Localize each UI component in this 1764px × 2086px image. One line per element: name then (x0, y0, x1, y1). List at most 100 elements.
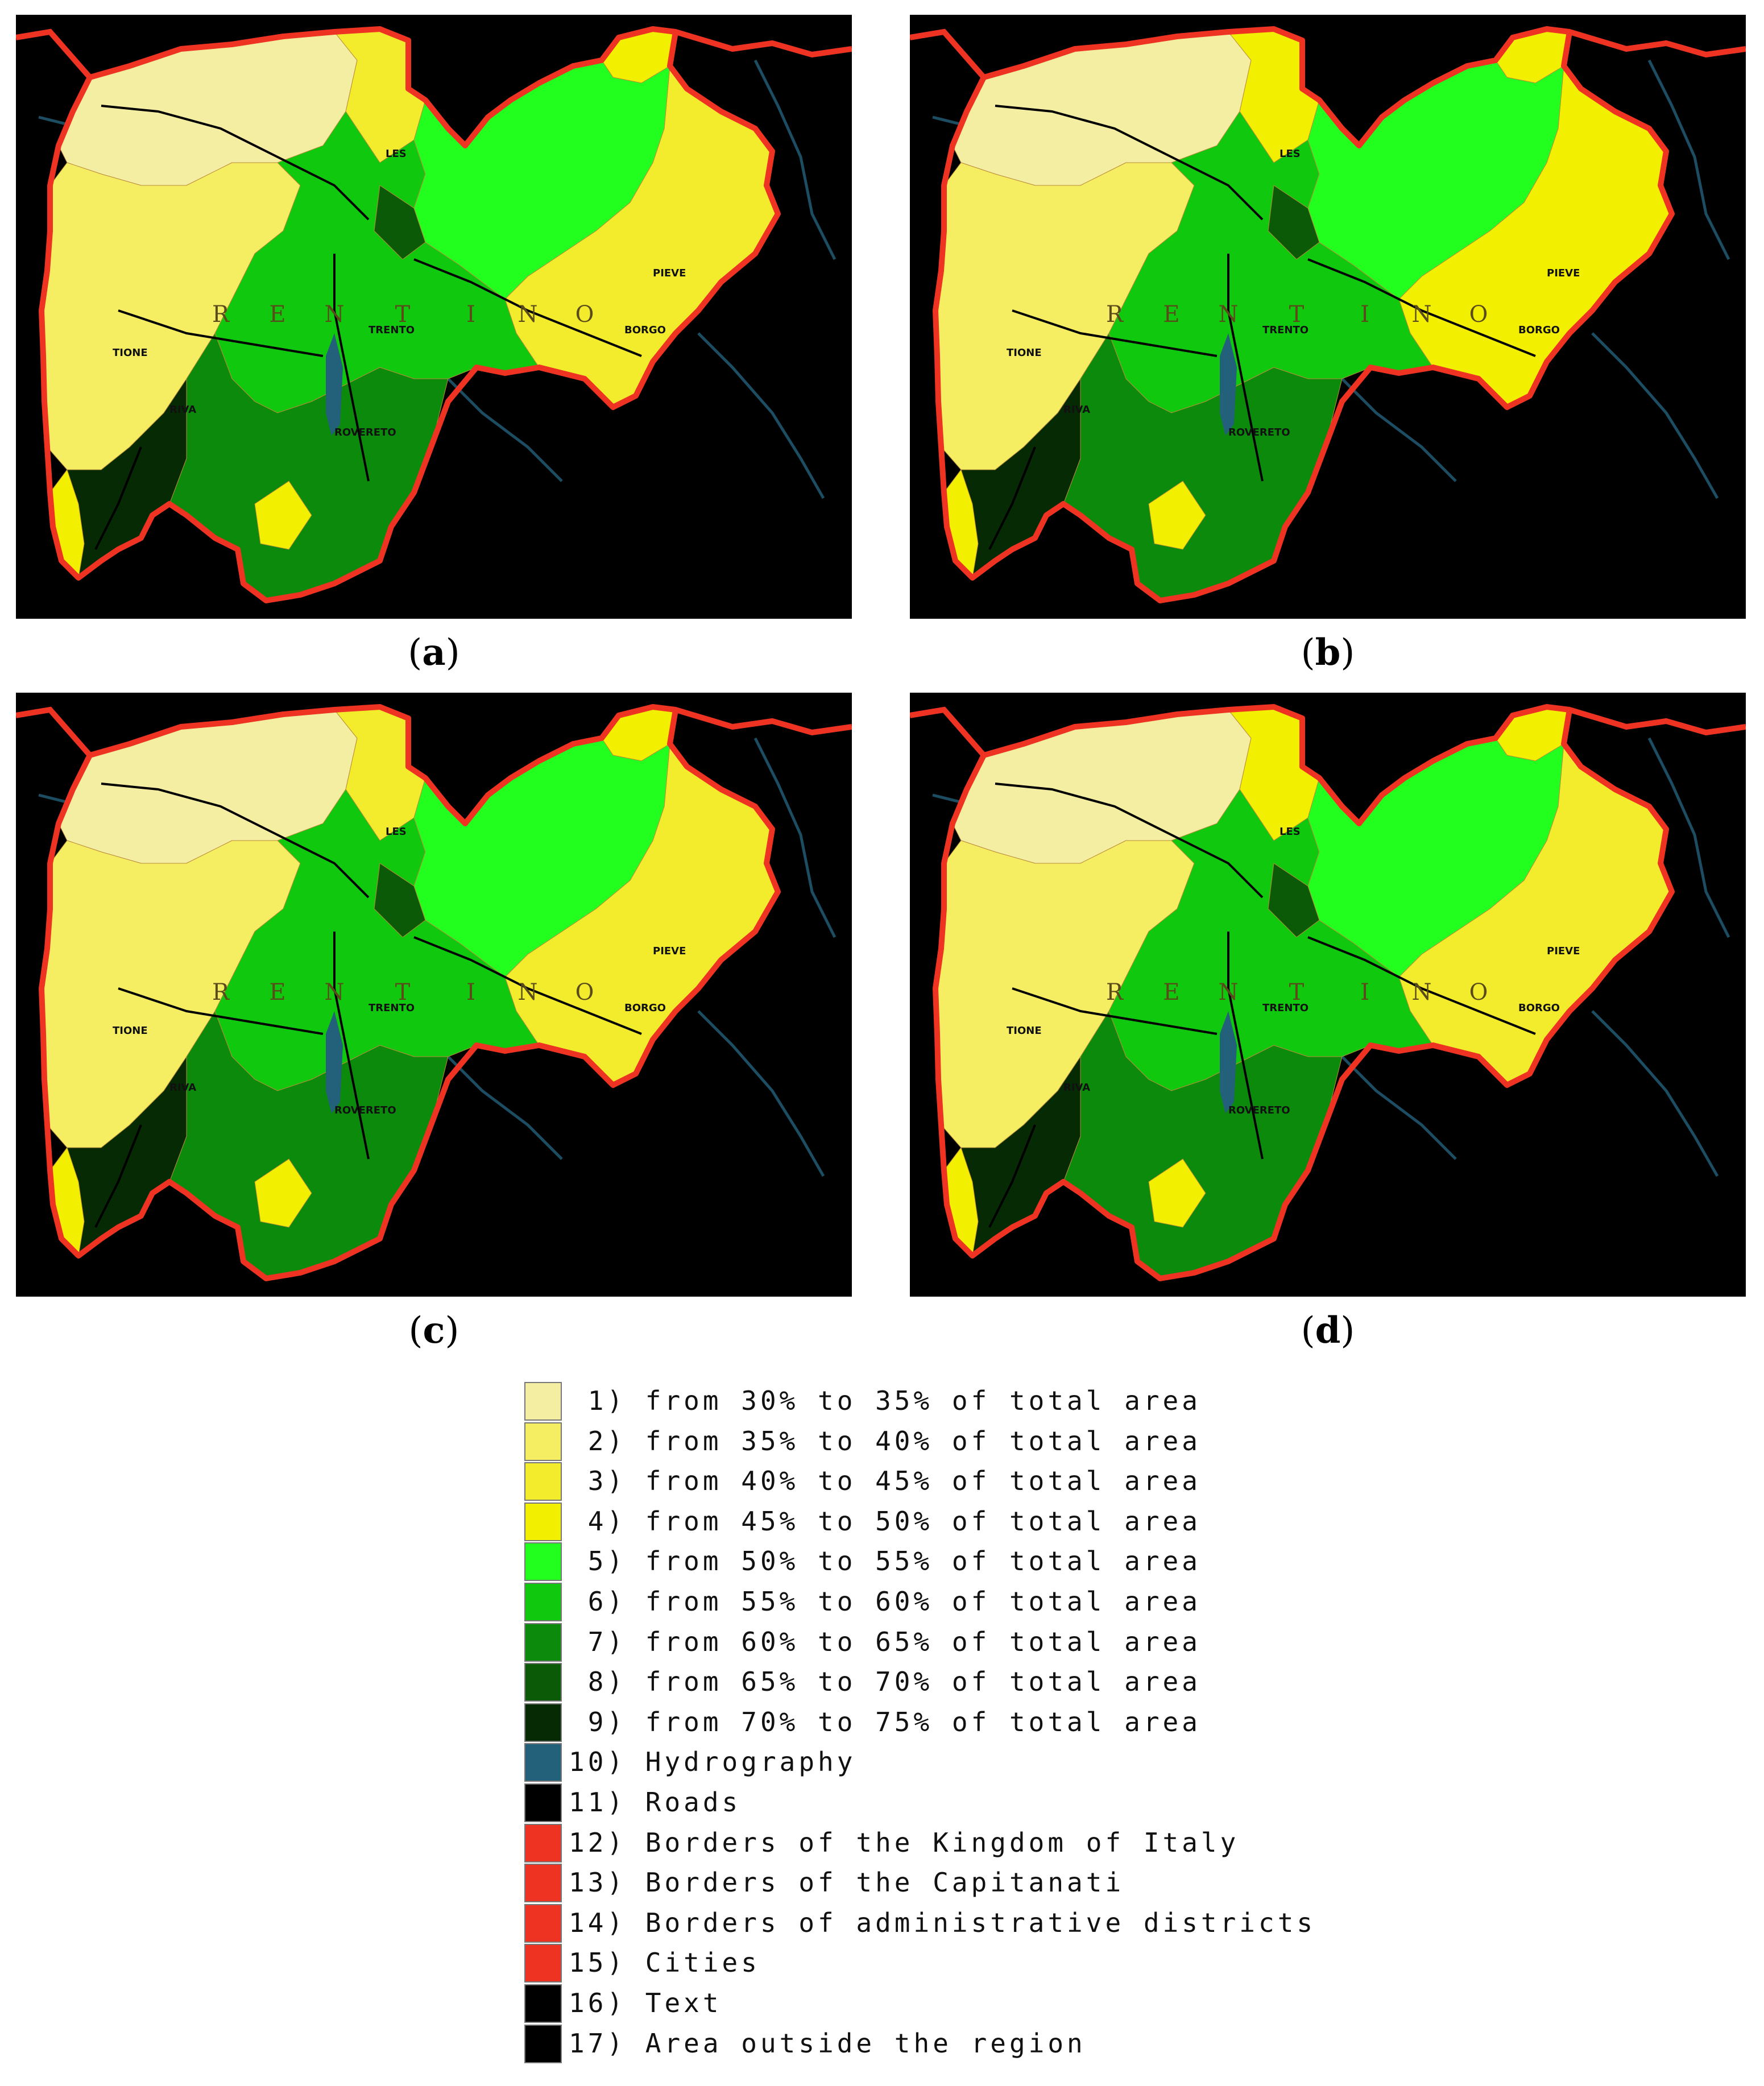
region-letter: E (1163, 979, 1179, 1005)
map-svg-b: R E N T I N O TIONE RIVA ROVERETO TRENTO LES BORGO PI… (910, 26, 1746, 603)
district-zone (254, 481, 312, 550)
town-label: BORGO (1518, 1002, 1560, 1014)
district-zone (1148, 481, 1206, 550)
map-svg-c: R E N T I N O TIONE RIVA ROVERETO TRENTO LES BORGO PI… (16, 704, 852, 1281)
town-label: BORGO (624, 324, 666, 336)
legend-swatch (524, 1542, 562, 1582)
region-letter: N (325, 979, 345, 1005)
legend-label: 7) from 60% to 65% of total area (569, 1626, 1201, 1657)
road-line (413, 258, 642, 357)
region-letter: E (1163, 301, 1179, 328)
region-letter: I (1360, 979, 1369, 1005)
road-line (988, 446, 1036, 550)
legend-label: 10) Hydrography (569, 1746, 856, 1778)
legend-swatch (524, 1903, 562, 1943)
river-line (1647, 737, 1730, 938)
map-panel-d: R E N T I N O TIONE RIVA ROVERETO TRENTO LES BORGO PI… (910, 693, 1746, 1297)
kingdom-border (910, 706, 986, 758)
lake-garda (326, 333, 343, 436)
river-line (447, 378, 563, 482)
region-letter: I (466, 979, 475, 1005)
town-label: TIONE (1007, 1025, 1042, 1037)
district-zone (254, 1158, 312, 1228)
region-letter: N (518, 979, 538, 1005)
district-zone (1268, 185, 1320, 260)
region-letter: T (1289, 301, 1305, 328)
road-line (333, 254, 370, 482)
region-border (39, 26, 781, 603)
legend-label: 6) from 55% to 60% of total area (569, 1586, 1201, 1617)
legend-swatch (524, 1783, 562, 1822)
legend-item: 15) Cities (524, 1944, 1264, 1983)
legend-label: 2) from 35% to 40% of total area (569, 1425, 1201, 1456)
town-label: TRENTO (368, 1002, 415, 1014)
town-label: PIEVE (653, 267, 686, 279)
river-line (1591, 1010, 1719, 1177)
region-letter: R (1106, 301, 1124, 328)
kingdom-border (674, 707, 852, 736)
town-label: PIEVE (1547, 945, 1580, 957)
kingdom-border (910, 28, 986, 80)
region-letter: T (395, 301, 411, 328)
river-line (753, 737, 837, 938)
region-letter: N (1412, 979, 1432, 1005)
legend-label: 8) from 65% to 70% of total area (569, 1666, 1201, 1698)
kingdom-border (16, 28, 92, 80)
map-panel-a: R E N T I N O TIONE RIVA ROVERETO TRENTO LES BORGO PI… (16, 15, 852, 619)
region-letter: I (1360, 301, 1369, 328)
region-letter: O (1469, 301, 1488, 328)
panel-label-a: (a) (408, 631, 460, 674)
region-letter: N (1219, 301, 1239, 328)
town-label: TIONE (1007, 347, 1042, 359)
map-svg-d: R E N T I N O TIONE RIVA ROVERETO TRENTO LES BORGO PI… (910, 704, 1746, 1281)
river-line (1591, 332, 1719, 499)
road-line (101, 783, 370, 899)
legend-label: 17) Area outside the region (569, 2027, 1086, 2059)
legend-swatch (524, 1984, 562, 2023)
town-label: RIVA (169, 404, 196, 416)
district-zone (1148, 1158, 1206, 1228)
legend-item: 17) Area outside the region (524, 2024, 1264, 2063)
road-line (1227, 254, 1264, 482)
legend-item: 16) Text (524, 1984, 1264, 2023)
town-label: PIEVE (1547, 267, 1580, 279)
road-line (118, 309, 324, 357)
legend-swatch (524, 1422, 562, 1461)
road-line (988, 1124, 1036, 1228)
kingdom-border (16, 706, 92, 758)
town-label: LES (1279, 826, 1301, 838)
region-letter: N (518, 301, 538, 328)
river-line (697, 1010, 825, 1177)
panel-label-b: (b) (1301, 631, 1355, 674)
legend-item: 4) from 45% to 50% of total area (524, 1502, 1264, 1541)
river-line (753, 59, 837, 260)
town-label: RIVA (1063, 1082, 1090, 1094)
town-label: ROVERETO (334, 1104, 396, 1116)
map-panel-b: R E N T I N O TIONE RIVA ROVERETO TRENTO LES BORGO PI… (910, 15, 1746, 619)
region-letter: R (212, 979, 230, 1005)
legend-item: 10) Hydrography (524, 1743, 1264, 1782)
river-line (447, 1056, 563, 1160)
legend-swatch (524, 1623, 562, 1662)
legend-item: 7) from 60% to 65% of total area (524, 1623, 1264, 1662)
region-letter: I (466, 301, 475, 328)
legend-swatch (524, 1583, 562, 1621)
legend-item: 11) Roads (524, 1783, 1264, 1822)
kingdom-border (1568, 29, 1746, 58)
town-label: BORGO (624, 1002, 666, 1014)
river-line (697, 332, 825, 499)
region-letter: E (269, 301, 285, 328)
town-label: BORGO (1518, 324, 1560, 336)
legend-item: 12) Borders of the Kingdom of Italy (524, 1823, 1264, 1862)
road-line (94, 1124, 142, 1228)
legend-label: 4) from 45% to 50% of total area (569, 1505, 1201, 1537)
town-label: TRENTO (1262, 1002, 1308, 1014)
road-line (101, 105, 370, 221)
kingdom-border (674, 29, 852, 58)
road-line (1012, 309, 1218, 357)
road-line (995, 105, 1264, 221)
river-line (1647, 59, 1730, 260)
town-label: TIONE (113, 1025, 148, 1037)
region-border (933, 26, 1675, 603)
map-svg-a: R E N T I N O TIONE RIVA ROVERETO TRENTO LES BORGO PI… (16, 26, 852, 603)
